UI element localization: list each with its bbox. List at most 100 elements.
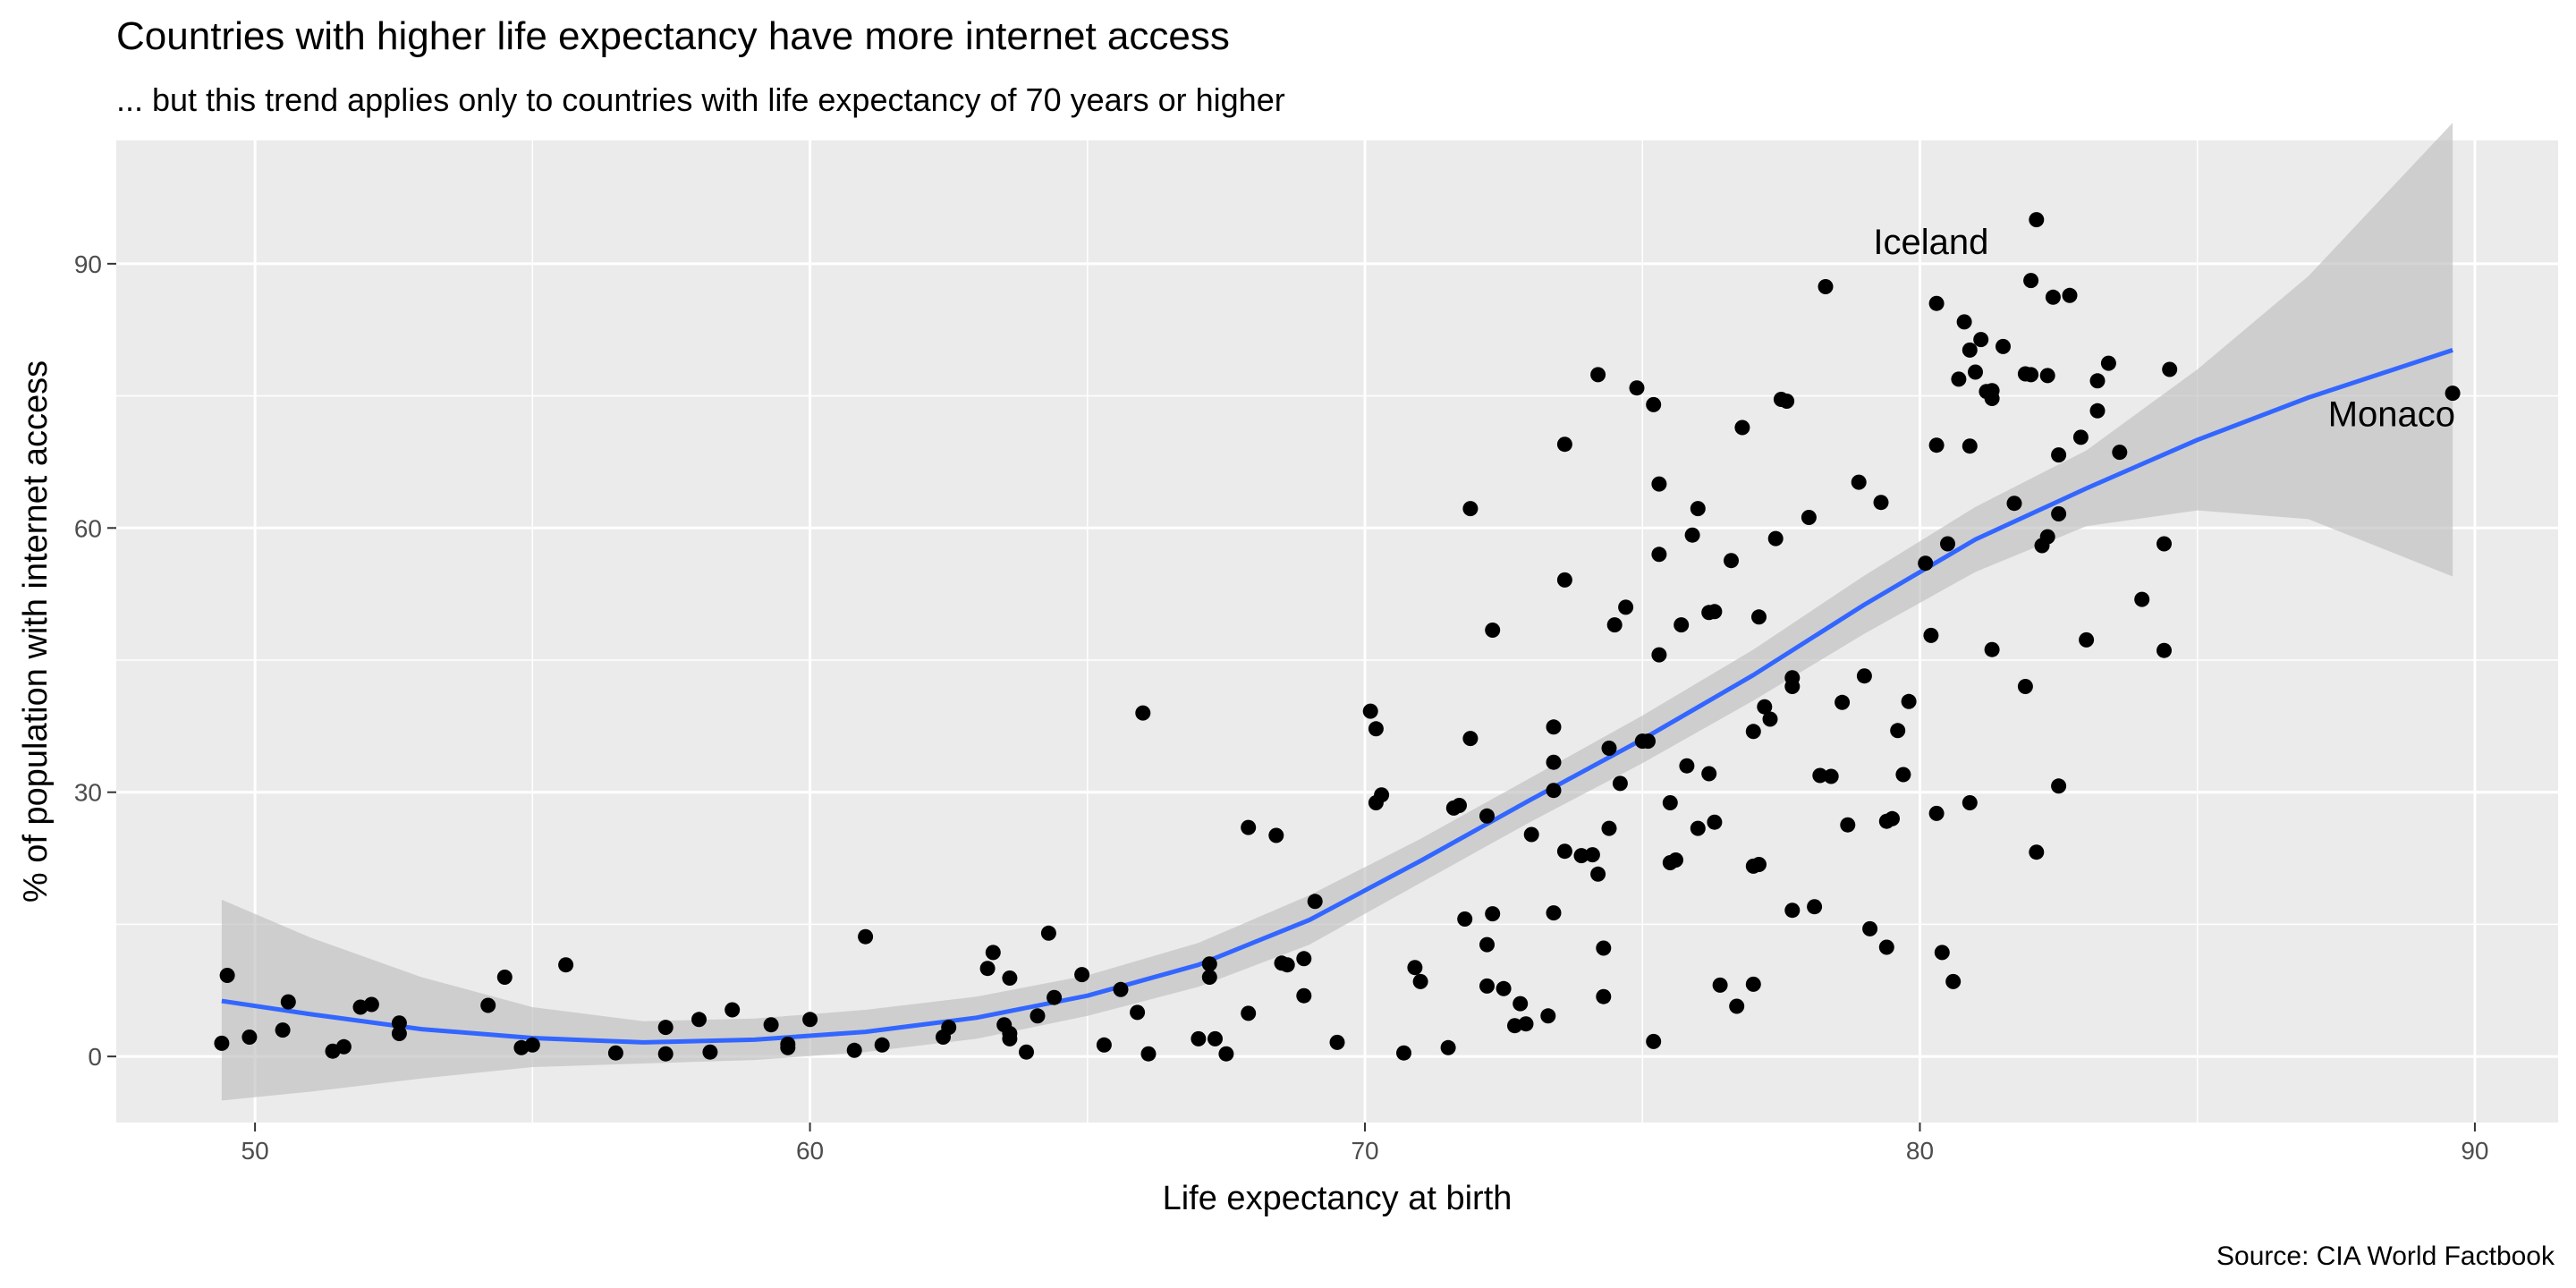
chart-caption: Source: CIA World Factbook bbox=[2216, 1241, 2555, 1271]
data-point bbox=[1729, 998, 1745, 1014]
data-point bbox=[1862, 920, 1878, 936]
data-point bbox=[1479, 978, 1495, 994]
data-point bbox=[1601, 741, 1617, 756]
data-point bbox=[1940, 536, 1955, 552]
data-point bbox=[1296, 987, 1312, 1004]
data-point bbox=[2100, 355, 2116, 371]
data-point bbox=[1840, 817, 1856, 833]
data-point bbox=[1895, 767, 1911, 783]
data-point bbox=[1590, 866, 1606, 882]
annotations: Iceland Monaco bbox=[1873, 223, 2455, 434]
data-point bbox=[1485, 906, 1501, 922]
data-point bbox=[1046, 989, 1063, 1005]
data-point bbox=[846, 1042, 862, 1058]
y-tick-label: 90 bbox=[74, 250, 102, 278]
data-point bbox=[979, 961, 996, 977]
data-point bbox=[2029, 844, 2045, 860]
data-point bbox=[1646, 1033, 1662, 1049]
data-point bbox=[1596, 940, 1612, 956]
data-point bbox=[2112, 445, 2128, 461]
y-axis-label: % of population with internet access bbox=[17, 360, 55, 902]
data-point bbox=[1962, 438, 1978, 454]
data-point bbox=[1784, 902, 1801, 919]
data-point bbox=[1457, 911, 1473, 927]
data-point bbox=[1928, 437, 1945, 453]
data-point bbox=[1241, 1005, 1257, 1021]
data-point bbox=[1973, 332, 1989, 348]
data-point bbox=[607, 1045, 623, 1061]
data-point bbox=[1751, 857, 1767, 872]
data-point bbox=[1890, 723, 1906, 739]
data-point bbox=[2157, 536, 2172, 552]
data-point bbox=[1784, 670, 1801, 686]
data-point bbox=[1996, 338, 2011, 354]
data-point bbox=[1208, 1030, 1223, 1046]
point-annotation-label: Monaco bbox=[2328, 394, 2455, 434]
data-point bbox=[391, 1026, 407, 1041]
smooth-line-layer bbox=[221, 348, 2453, 1045]
data-point bbox=[1590, 367, 1606, 383]
data-point bbox=[1707, 604, 1723, 620]
chart-subtitle: ... but this trend applies only to count… bbox=[116, 81, 1285, 118]
data-point bbox=[1362, 703, 1378, 719]
data-point bbox=[2089, 402, 2106, 419]
data-point bbox=[802, 1012, 818, 1028]
data-point bbox=[1751, 609, 1767, 625]
data-point bbox=[480, 997, 496, 1013]
x-axis-label: Life expectancy at birth bbox=[1163, 1180, 1513, 1217]
data-point bbox=[1002, 970, 1018, 986]
data-point bbox=[2162, 361, 2178, 377]
data-point bbox=[1745, 724, 1761, 740]
data-point bbox=[1556, 572, 1572, 588]
data-point bbox=[391, 1015, 407, 1031]
x-tick-label: 70 bbox=[1351, 1137, 1378, 1165]
data-point bbox=[874, 1037, 890, 1053]
data-point bbox=[1734, 419, 1750, 436]
data-point bbox=[702, 1044, 718, 1060]
data-point bbox=[724, 1002, 741, 1018]
data-point bbox=[1191, 1030, 1207, 1046]
data-point bbox=[242, 1030, 258, 1045]
data-point bbox=[1268, 827, 1284, 843]
data-point bbox=[214, 1035, 230, 1051]
data-point bbox=[2039, 368, 2055, 384]
data-point bbox=[1956, 314, 1972, 330]
data-point bbox=[1518, 1016, 1534, 1032]
data-point bbox=[1856, 668, 1872, 684]
data-point bbox=[1885, 810, 1900, 826]
data-point bbox=[1096, 1037, 1112, 1053]
data-point bbox=[1724, 553, 1739, 569]
data-point bbox=[1019, 1044, 1034, 1060]
data-point bbox=[219, 968, 235, 983]
data-point bbox=[1823, 768, 1839, 784]
data-point bbox=[1873, 495, 1889, 511]
data-point bbox=[1130, 1004, 1146, 1021]
data-point bbox=[1707, 814, 1723, 830]
data-point bbox=[1918, 555, 1934, 572]
data-point bbox=[1462, 501, 1479, 517]
data-point bbox=[2157, 642, 2172, 658]
data-point bbox=[1757, 699, 1773, 715]
plot-panel bbox=[116, 140, 2558, 1123]
data-point bbox=[2079, 631, 2095, 648]
data-point bbox=[1818, 279, 1834, 294]
data-point bbox=[1573, 848, 1589, 864]
x-axis: 50 60 70 80 90 bbox=[242, 1123, 2489, 1165]
data-point bbox=[2445, 386, 2461, 402]
data-point bbox=[1679, 758, 1695, 774]
data-point bbox=[1612, 775, 1628, 792]
data-point bbox=[1690, 820, 1706, 836]
data-point bbox=[2023, 273, 2039, 289]
data-point bbox=[1140, 1046, 1157, 1062]
grid-major-lines bbox=[116, 140, 2558, 1123]
data-point bbox=[1513, 996, 1529, 1012]
data-point bbox=[1851, 474, 1867, 490]
data-point bbox=[2051, 447, 2067, 463]
data-point bbox=[1201, 956, 1217, 972]
data-point bbox=[1762, 711, 1778, 727]
data-point bbox=[1002, 1026, 1018, 1041]
data-point bbox=[1945, 973, 1962, 989]
grid-minor-lines bbox=[116, 140, 2558, 1123]
data-point bbox=[1296, 951, 1312, 967]
data-point bbox=[524, 1037, 540, 1053]
